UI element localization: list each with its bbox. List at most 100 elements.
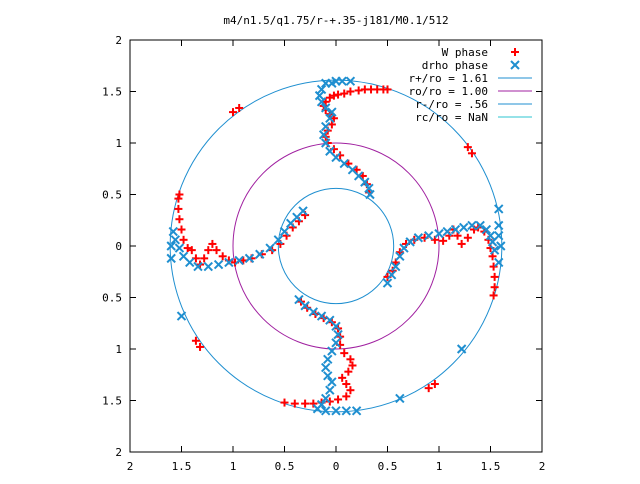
drho-phase-point xyxy=(327,107,337,117)
drho-phase-point xyxy=(382,278,393,288)
drho-phase-point xyxy=(168,226,178,237)
drho-phase-point xyxy=(459,222,469,233)
x-tick-label: 1.5 xyxy=(172,460,192,473)
w-phase-point xyxy=(457,239,466,248)
drho-phase-point xyxy=(320,103,331,113)
y-tick-label: 1.5 xyxy=(102,395,122,408)
w-phase-point xyxy=(301,399,310,408)
w-phase-point xyxy=(340,349,349,358)
w-phase-point xyxy=(280,398,289,407)
x-tick-label: 1 xyxy=(436,460,443,473)
drho-phase-point xyxy=(316,84,327,95)
w-phase-point xyxy=(325,93,334,102)
w-phase-point xyxy=(218,252,227,261)
drho-phase-point xyxy=(360,177,370,187)
drho-phase-point xyxy=(255,249,265,259)
legend-label: drho phase xyxy=(422,59,488,72)
drho-phase-point xyxy=(341,406,352,416)
drho-phase-point xyxy=(333,329,343,340)
drho-phase-point xyxy=(312,404,323,414)
w-phase-point xyxy=(179,235,188,244)
drho-phase-point xyxy=(166,241,176,251)
y-tick-label: 0.5 xyxy=(102,189,122,202)
w-phase-point xyxy=(490,272,499,281)
w-phase-point xyxy=(511,48,519,56)
drho-phase-point xyxy=(174,243,185,253)
drho-phase-point xyxy=(234,255,244,266)
points-layer xyxy=(166,76,506,416)
drho-phase-point xyxy=(323,354,333,365)
w-phase-point xyxy=(395,248,404,257)
drho-phase-point xyxy=(456,344,467,354)
drho-phase-point xyxy=(327,78,337,88)
drho-phase-point xyxy=(494,230,504,241)
w-phase-point xyxy=(239,256,248,265)
drho-phase-point xyxy=(314,90,325,101)
drho-phase-point xyxy=(244,253,255,264)
w-phase-point xyxy=(463,233,472,242)
w-phase-point xyxy=(200,254,209,263)
y-tick-label: 2 xyxy=(115,34,122,47)
radius-circle xyxy=(277,187,395,305)
drho-phase-point xyxy=(325,113,335,123)
w-phase-point xyxy=(344,367,353,376)
drho-phase-point xyxy=(494,220,504,231)
drho-phase-point xyxy=(178,251,189,262)
w-phase-point xyxy=(348,361,357,370)
drho-phase-point xyxy=(331,406,341,416)
drho-phase-point xyxy=(320,121,331,132)
w-phase-point xyxy=(212,246,221,255)
w-phase-point xyxy=(174,194,183,203)
drho-phase-point xyxy=(193,261,203,272)
drho-phase-point xyxy=(279,226,290,237)
drho-phase-point xyxy=(423,230,434,241)
drho-phase-point xyxy=(496,241,506,251)
legend-label: W phase xyxy=(442,46,488,59)
drho-phase-point xyxy=(345,76,356,86)
w-phase-point xyxy=(358,171,367,180)
drho-phase-point xyxy=(475,220,485,231)
radius-circle xyxy=(232,142,440,350)
w-phase-point xyxy=(489,262,498,271)
w-phase-point xyxy=(383,85,392,94)
drho-phase-point xyxy=(337,76,347,86)
w-phase-point xyxy=(177,225,186,234)
y-tick-label: 0 xyxy=(115,240,122,253)
drho-phase-point xyxy=(489,245,500,255)
drho-phase-point xyxy=(391,261,401,272)
x-tick-label: 0 xyxy=(333,460,340,473)
x-tick-label: 2 xyxy=(127,460,134,473)
drho-phase-point xyxy=(327,346,337,356)
drho-phase-point xyxy=(331,152,341,163)
drho-phase-point xyxy=(320,362,331,373)
x-tick-label: 2 xyxy=(539,460,546,473)
drho-phase-point xyxy=(166,253,176,264)
y-tick-label: 1 xyxy=(115,137,122,150)
x-tick-label: 1.5 xyxy=(481,460,501,473)
drho-phase-point xyxy=(405,237,415,247)
drho-phase-point xyxy=(485,230,496,241)
w-phase-point xyxy=(183,244,192,253)
w-phase-point xyxy=(430,380,439,389)
drho-phase-point xyxy=(413,233,424,243)
drho-phase-point xyxy=(224,257,234,268)
w-phase-point xyxy=(490,283,499,292)
y-tick-label: 1.5 xyxy=(102,86,122,99)
w-phase-point xyxy=(439,236,448,245)
x-tick-label: 1 xyxy=(230,460,237,473)
w-phase-point xyxy=(191,336,200,345)
w-phase-point xyxy=(338,373,347,382)
drho-phase-point xyxy=(327,377,337,387)
w-phase-point xyxy=(334,395,343,404)
drho-phase-point xyxy=(320,138,331,148)
drho-phase-point xyxy=(339,158,349,169)
drho-phase-point xyxy=(395,393,405,404)
drho-phase-point xyxy=(320,393,331,404)
drho-phase-point xyxy=(395,251,405,262)
w-phase-point xyxy=(342,380,351,389)
w-phase-point xyxy=(174,204,183,213)
chart-title: m4/n1.5/q1.75/r-+.35-j181/M0.1/512 xyxy=(223,14,448,27)
w-phase-point xyxy=(354,86,363,95)
